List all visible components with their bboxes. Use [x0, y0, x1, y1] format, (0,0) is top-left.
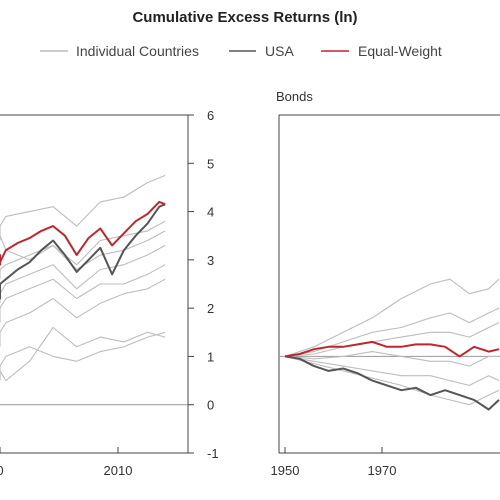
right-series-country [284, 355, 500, 406]
left-x-tick-label: 0 [0, 463, 4, 478]
left-panel: -1 0 1 2 3 4 5 6 0 2010 [0, 108, 219, 478]
left-series-country [0, 244, 166, 304]
left-series-country [0, 331, 166, 381]
left-series-country [0, 278, 166, 347]
right-series-country [284, 278, 500, 357]
right-series-usa [284, 355, 500, 411]
left-series-group [0, 174, 188, 406]
panel-title-bonds: Bonds [276, 89, 313, 104]
right-x-tick-label: 1970 [368, 463, 397, 478]
left-series-usa [0, 203, 166, 300]
left-x-tick-label: 2010 [104, 463, 133, 478]
left-y-axis-ticks: -1 0 1 2 3 4 5 6 [188, 108, 219, 461]
right-panel: 1950 1970 [271, 114, 500, 478]
left-y-tick-label: 3 [207, 253, 214, 268]
left-series-country [0, 174, 166, 241]
left-series-country [0, 264, 166, 323]
legend: Individual Countries USA Equal-Weight [40, 43, 442, 59]
chart-title: Cumulative Excess Returns (ln) [132, 9, 357, 26]
right-series-equal-weight [284, 340, 500, 358]
left-y-tick-label: -1 [207, 446, 219, 461]
left-y-tick-label: 1 [207, 349, 214, 364]
left-y-tick-label: 5 [207, 156, 214, 171]
left-y-tick-label: 6 [207, 108, 214, 123]
left-series-equal-weight [0, 200, 166, 266]
right-x-axis-ticks: 1950 1970 [271, 447, 397, 478]
right-series-country [284, 322, 500, 357]
left-y-tick-label: 4 [207, 205, 214, 220]
left-series-country [0, 230, 166, 280]
legend-label-equal-weight: Equal-Weight [358, 43, 442, 59]
right-series-country [284, 355, 500, 386]
legend-label-usa: USA [265, 43, 294, 59]
left-y-tick-label: 2 [207, 301, 214, 316]
right-series-group [279, 278, 500, 411]
left-x-axis-ticks: 0 2010 [0, 447, 132, 478]
left-y-tick-label: 0 [207, 398, 214, 413]
legend-label-individual: Individual Countries [76, 43, 199, 59]
left-series-country [0, 326, 166, 382]
right-series-country [284, 351, 499, 367]
right-x-tick-label: 1950 [271, 463, 300, 478]
